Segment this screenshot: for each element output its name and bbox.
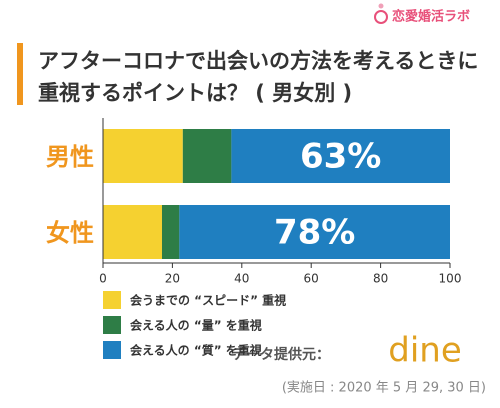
- chart-title: 重視するポイントは？ ( 男女別 ): [38, 81, 352, 105]
- legend-swatch: [103, 341, 121, 359]
- x-tick-label: 100: [439, 272, 462, 286]
- note: (実施日 : 2020 年 5 月 29, 30 日): [282, 380, 486, 396]
- source-brand: dine: [388, 331, 462, 371]
- x-tick-label: 20: [165, 272, 180, 286]
- bar-segment: [103, 129, 183, 183]
- data-label: 63%: [300, 137, 381, 177]
- category-label: 男性: [46, 143, 94, 171]
- x-tick-label: 40: [234, 272, 249, 286]
- x-tick-label: 80: [373, 272, 388, 286]
- x-tick-label: 0: [99, 272, 107, 286]
- legend-label: 会える人の “量” を重視: [130, 318, 262, 333]
- chart-title: アフターコロナで出会いの方法を考えるときに: [38, 49, 478, 73]
- legend-swatch: [103, 291, 121, 309]
- bar-segment: [182, 129, 232, 183]
- x-tick-label: 60: [304, 272, 319, 286]
- bar-segment: [161, 205, 180, 259]
- data-label: 78%: [274, 213, 355, 253]
- bar-segment: [231, 129, 450, 183]
- title-accent: [17, 43, 23, 105]
- logo-icon: [374, 10, 388, 24]
- category-label: 女性: [46, 219, 94, 247]
- legend-swatch: [103, 316, 121, 334]
- logo-icon: [378, 3, 384, 9]
- source-label: データ提供元：: [232, 346, 330, 363]
- bar-segment: [103, 205, 162, 259]
- legend-label: 会うまでの “スピード” 重視: [130, 293, 286, 308]
- brand-name: 恋愛婚活ラボ: [392, 9, 470, 25]
- legend-label: 会える人の “質” を重視: [130, 343, 262, 358]
- bar-segment: [179, 205, 450, 259]
- brand-logo: 恋愛婚活ラボ: [374, 3, 470, 25]
